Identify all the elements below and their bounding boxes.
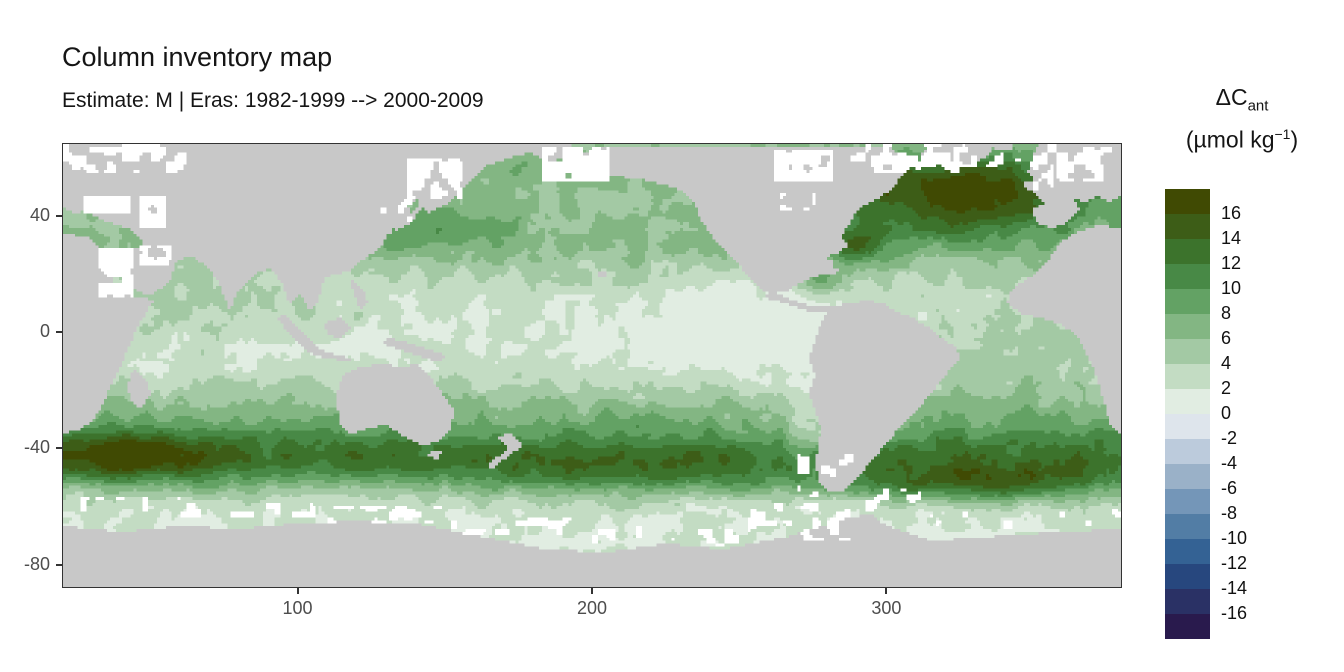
legend-units-open: (µmol kg: [1185, 126, 1275, 153]
legend-swatch: [1165, 314, 1210, 339]
legend-units-exponent: −1: [1274, 126, 1291, 142]
legend-label: 6: [1221, 328, 1232, 348]
legend-swatch: [1165, 264, 1210, 289]
legend-label: -10: [1221, 528, 1248, 548]
legend-label: 0: [1221, 403, 1232, 423]
x-tick-label: 200: [576, 598, 608, 618]
x-tick-label: 300: [871, 598, 902, 618]
page-title: Column inventory map: [62, 42, 333, 72]
legend-swatch: [1165, 214, 1210, 239]
legend-swatch: [1165, 614, 1210, 639]
x-tick-label: 100: [282, 598, 313, 618]
legend-label: 16: [1221, 203, 1242, 223]
x-tick-mark: [296, 588, 299, 594]
legend-swatch: [1165, 339, 1210, 364]
legend-label: -8: [1221, 503, 1238, 523]
legend-swatch: [1165, 389, 1210, 414]
legend-units: (µmol kg−1): [1157, 126, 1327, 154]
legend-label: -4: [1221, 453, 1238, 473]
y-tick-label: 0: [39, 321, 50, 342]
legend-label: 12: [1221, 253, 1242, 273]
y-tick-mark: [56, 331, 62, 334]
legend-swatch: [1165, 539, 1210, 564]
y-tick-label: -40: [23, 437, 50, 458]
legend-label: -6: [1221, 478, 1238, 498]
x-tick-mark: [885, 588, 888, 594]
legend-units-close: ): [1290, 126, 1299, 153]
legend-label: -2: [1221, 428, 1238, 448]
y-tick-mark: [56, 214, 62, 217]
y-tick-mark: [56, 563, 62, 566]
legend-swatch: [1165, 189, 1210, 214]
legend-title-subscript: ant: [1247, 97, 1269, 115]
legend-title: ΔCant: [1157, 84, 1327, 115]
legend-swatch: [1165, 239, 1210, 264]
y-tick-mark: [56, 447, 62, 450]
legend-swatch: [1165, 439, 1210, 464]
legend-swatch: [1165, 589, 1210, 614]
legend-swatch: [1165, 464, 1210, 489]
legend-label: 10: [1221, 278, 1242, 298]
legend-title-main: ΔC: [1215, 84, 1248, 110]
map-panel: [62, 143, 1122, 588]
legend-swatch: [1165, 514, 1210, 539]
world-map-canvas: [63, 144, 1121, 587]
legend-label: 14: [1221, 228, 1242, 248]
legend-label: 8: [1221, 303, 1232, 323]
subtitle: Estimate: M | Eras: 1982-1999 --> 2000-2…: [62, 89, 484, 112]
legend-swatch: [1165, 364, 1210, 389]
legend-label: 2: [1221, 378, 1232, 398]
legend-swatch: [1165, 414, 1210, 439]
legend-label: -16: [1221, 603, 1248, 623]
y-tick-label: 40: [29, 204, 50, 225]
legend-label: -12: [1221, 553, 1248, 573]
legend-label: 4: [1221, 353, 1232, 373]
y-tick-label: -80: [23, 553, 50, 574]
legend-swatch: [1165, 564, 1210, 589]
legend-swatch: [1165, 489, 1210, 514]
legend-label: -14: [1221, 578, 1248, 598]
x-tick-mark: [591, 588, 593, 594]
legend-swatch: [1165, 289, 1210, 314]
